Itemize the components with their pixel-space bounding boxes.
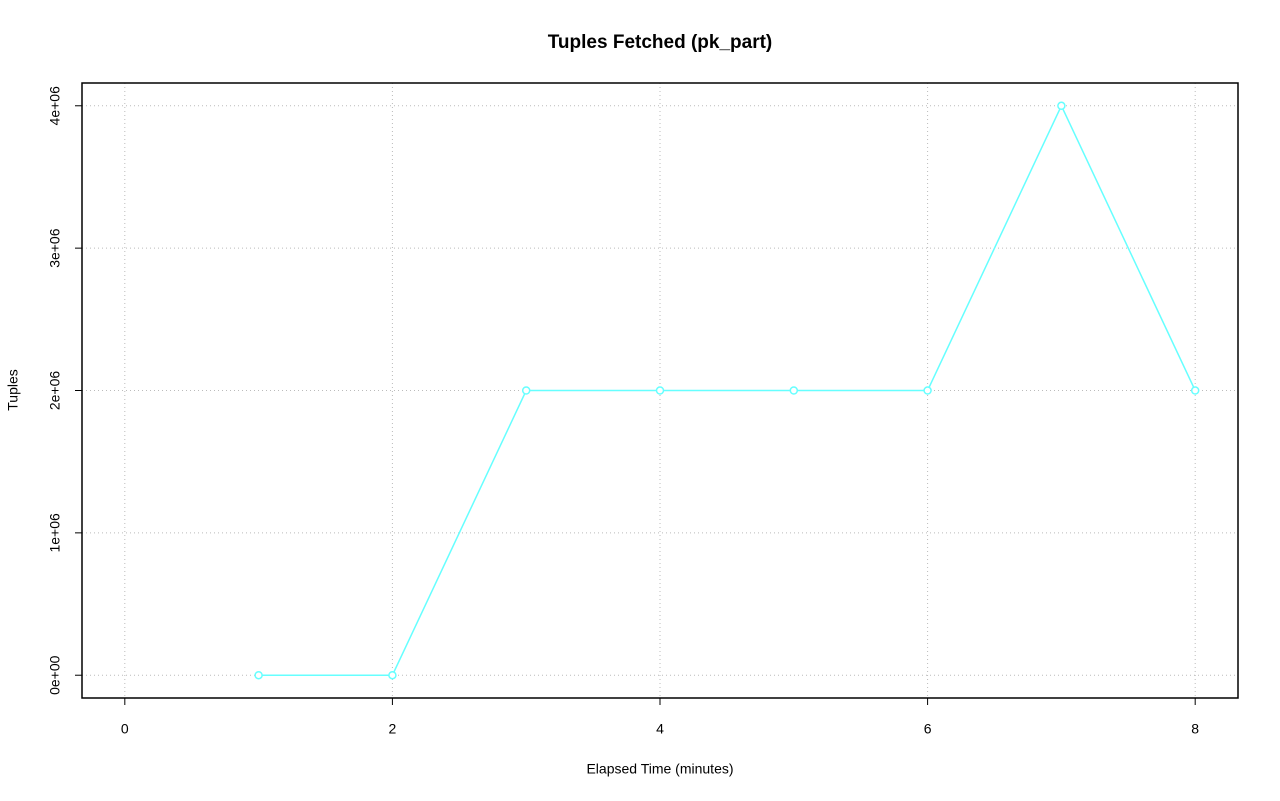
plot-frame [81, 82, 1239, 699]
series-line [258, 104, 1196, 676]
data-point [521, 386, 531, 395]
y-tick-label: 4e+06 [47, 86, 63, 126]
data-point [789, 386, 799, 395]
x-tick-label: 8 [1191, 721, 1199, 737]
data-point [388, 670, 397, 680]
chart-title: Tuples Fetched (pk_part) [548, 32, 773, 53]
data-point [254, 670, 263, 680]
x-tick-label: 2 [389, 721, 397, 737]
y-tick-label: 1e+06 [47, 513, 63, 553]
data-point [655, 386, 665, 395]
data-point [1057, 101, 1066, 111]
y-tick-label: 3e+06 [47, 228, 63, 268]
x-tick-label: 0 [121, 721, 129, 737]
x-axis-label: Elapsed Time (minutes) [586, 761, 733, 777]
y-tick-label: 2e+06 [47, 371, 63, 411]
data-point [923, 386, 932, 395]
data-point [1190, 386, 1200, 395]
x-tick-label: 6 [924, 721, 932, 737]
y-axis-label: Tuples [5, 369, 21, 411]
y-tick-label: 0e+00 [47, 655, 63, 695]
x-tick-label: 4 [656, 721, 664, 737]
